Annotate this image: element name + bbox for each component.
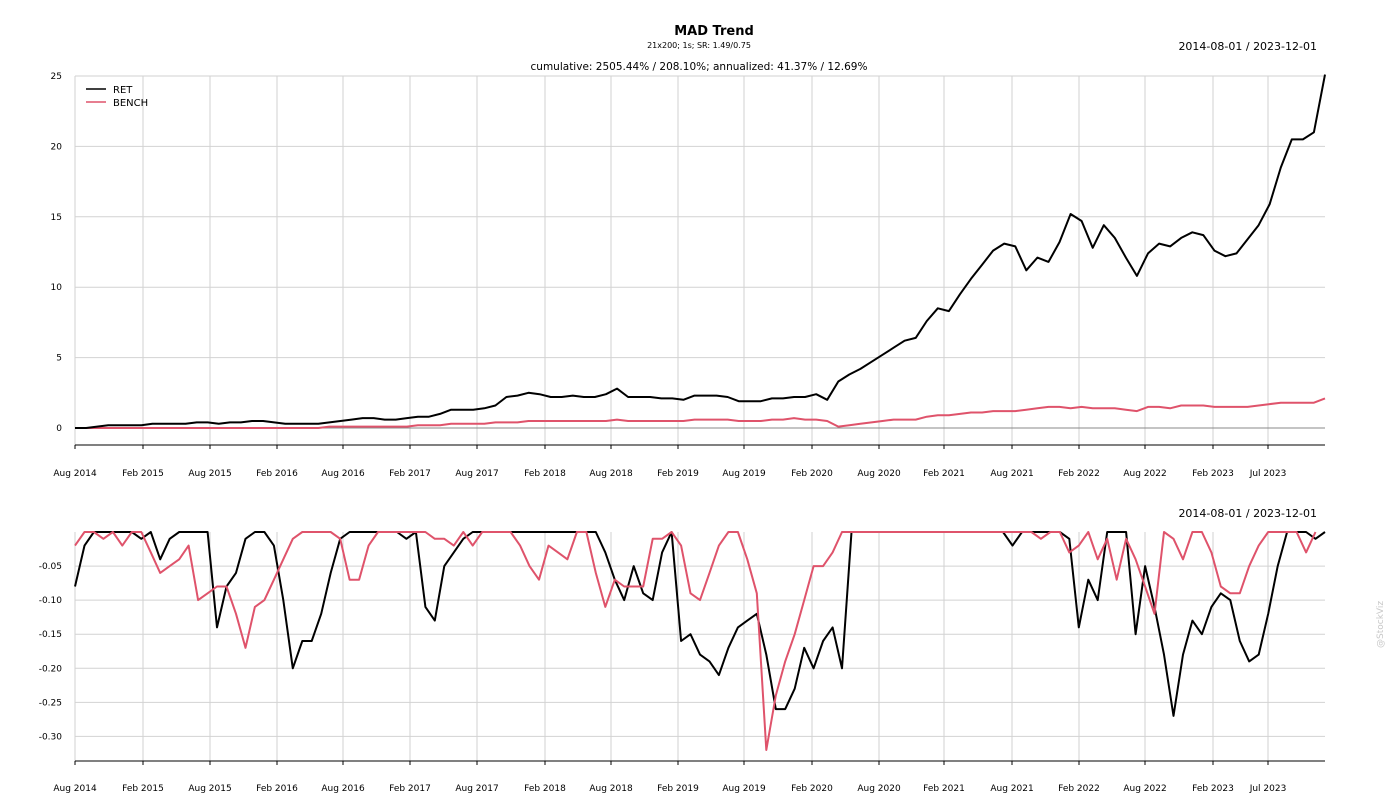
x-tick-label: Feb 2020 <box>791 784 833 794</box>
x-tick-label: Aug 2014 <box>53 784 97 794</box>
series-line-bench <box>75 397 1326 429</box>
y-tick-label: 10 <box>51 283 63 293</box>
x-tick-label: Aug 2018 <box>589 784 633 794</box>
x-tick-label: Feb 2022 <box>1058 469 1100 479</box>
y-tick-label: -0.25 <box>39 698 62 708</box>
x-tick-label: Feb 2017 <box>389 469 431 479</box>
x-tick-label: Aug 2016 <box>321 469 365 479</box>
legend-label-bench: BENCH <box>113 98 148 109</box>
x-tick-label: Aug 2020 <box>857 784 901 794</box>
x-tick-label: Feb 2020 <box>791 469 833 479</box>
series-line-bench <box>74 531 1317 751</box>
x-tick-label: Aug 2019 <box>722 469 766 479</box>
x-tick-label: Feb 2019 <box>657 784 699 794</box>
y-tick-label: 0 <box>56 424 62 434</box>
y-tick-label: 25 <box>51 72 62 82</box>
x-tick-label: Aug 2022 <box>1123 469 1166 479</box>
chart-stats: cumulative: 2505.44% / 208.10%; annualiz… <box>531 61 868 73</box>
x-tick-label: Aug 2022 <box>1123 784 1166 794</box>
x-tick-label: Feb 2016 <box>256 469 298 479</box>
y-tick-label: -0.10 <box>39 596 63 606</box>
x-tick-label: Feb 2021 <box>923 784 965 794</box>
x-tick-label: Feb 2017 <box>389 784 431 794</box>
x-tick-label: Aug 2017 <box>455 469 498 479</box>
chart-title: MAD Trend <box>674 24 754 39</box>
x-tick-label: Feb 2018 <box>524 469 566 479</box>
x-tick-label: Aug 2015 <box>188 784 231 794</box>
x-tick-label: Feb 2021 <box>923 469 965 479</box>
date-range-top: 2014-08-01 / 2023-12-01 <box>1178 40 1317 53</box>
x-tick-label: Aug 2014 <box>53 469 97 479</box>
y-tick-label: -0.05 <box>39 562 62 572</box>
date-range-bottom: 2014-08-01 / 2023-12-01 <box>1178 507 1317 520</box>
x-tick-label: Feb 2022 <box>1058 784 1100 794</box>
x-tick-label: Feb 2015 <box>122 784 164 794</box>
cumulative-returns-panel: 0 5 10 15 20 25 Aug 2014 Feb 2015 Aug 2015 Feb 20… <box>51 72 1326 479</box>
y-tick-label: 20 <box>51 142 63 152</box>
y-tick-label: 15 <box>51 213 62 223</box>
x-tick-label: Aug 2018 <box>589 469 633 479</box>
chart-subtitle: 21x200; 1s; SR: 1.49/0.75 <box>647 41 751 50</box>
y-tick-label: -0.30 <box>39 732 63 742</box>
legend-label-ret: RET <box>113 85 133 96</box>
series-line-ret <box>75 74 1326 429</box>
x-tick-label: Aug 2015 <box>188 469 231 479</box>
chart-legend: RET BENCH <box>86 85 148 109</box>
watermark: @StockViz <box>1376 601 1386 648</box>
x-tick-label: Feb 2016 <box>256 784 298 794</box>
x-tick-label: Aug 2019 <box>722 784 766 794</box>
x-tick-label: Jul 2023 <box>1249 469 1287 479</box>
y-tick-label: 5 <box>56 354 62 364</box>
x-tick-label: Aug 2016 <box>321 784 365 794</box>
x-tick-label: Feb 2018 <box>524 784 566 794</box>
x-tick-label: Aug 2021 <box>990 469 1033 479</box>
x-tick-label: Jul 2023 <box>1249 784 1287 794</box>
x-tick-label: Feb 2019 <box>657 469 699 479</box>
series-line-ret <box>74 531 1326 717</box>
x-tick-label: Feb 2015 <box>122 469 164 479</box>
x-tick-label: Aug 2017 <box>455 784 498 794</box>
y-tick-label: -0.15 <box>39 630 62 640</box>
x-tick-label: Feb 2023 <box>1192 469 1234 479</box>
x-tick-label: Aug 2021 <box>990 784 1033 794</box>
x-tick-label: Feb 2023 <box>1192 784 1234 794</box>
x-tick-label: Aug 2020 <box>857 469 901 479</box>
drawdown-panel: -0.05 -0.10 -0.15 -0.20 -0.25 -0.30 Aug 2014 Fe… <box>39 531 1326 794</box>
y-tick-label: -0.20 <box>39 664 63 674</box>
